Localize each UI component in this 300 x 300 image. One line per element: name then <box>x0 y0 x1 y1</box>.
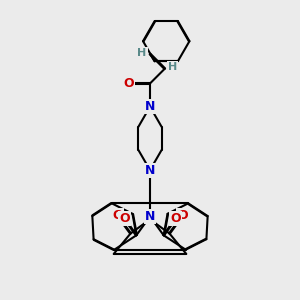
Text: H: H <box>168 62 177 72</box>
Text: O: O <box>119 212 130 225</box>
Text: O: O <box>177 209 188 222</box>
Text: N: N <box>145 210 155 223</box>
Text: O: O <box>112 209 123 222</box>
Text: O: O <box>124 77 134 90</box>
Text: H: H <box>137 47 147 58</box>
Text: O: O <box>170 212 181 225</box>
Text: N: N <box>145 164 155 177</box>
Text: N: N <box>145 100 155 113</box>
